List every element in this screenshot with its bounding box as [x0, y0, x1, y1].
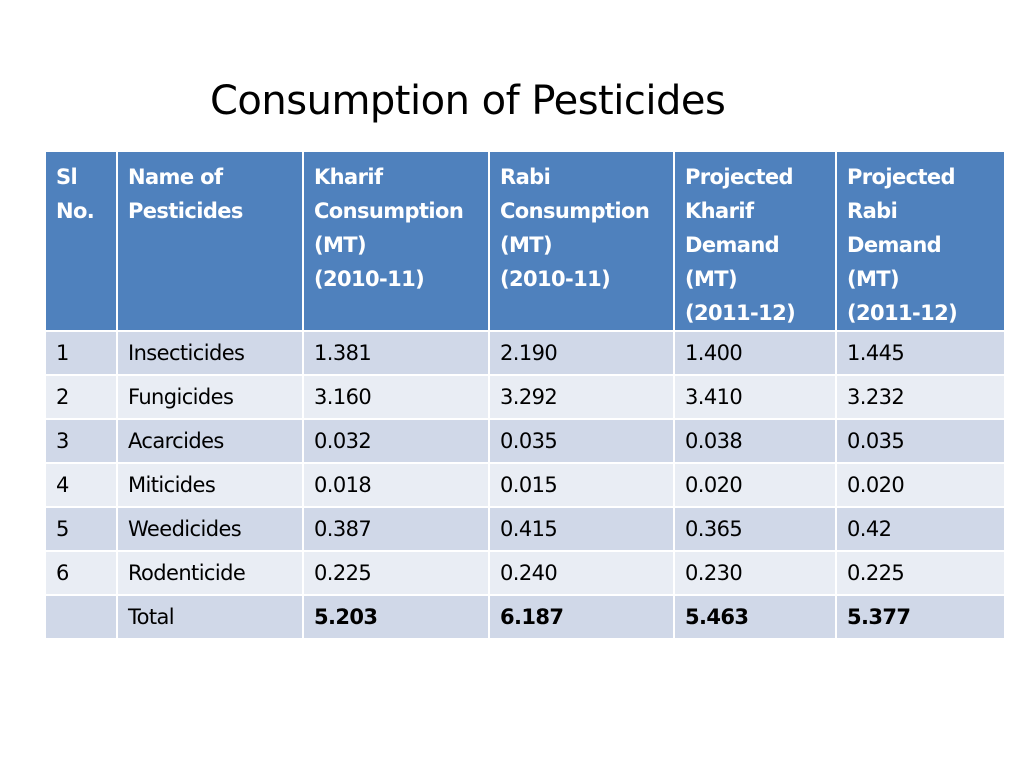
header-line: (MT) [500, 233, 553, 257]
cell-projected-rabi: 3.232 [835, 374, 1006, 420]
header-line: Projected [847, 165, 956, 189]
table-header-row: Sl No. Name of Pesticides Kharif Consump… [44, 150, 1006, 332]
cell-projected-rabi: 0.035 [835, 418, 1006, 464]
header-line: Rabi [500, 165, 551, 189]
header-line: (MT) [685, 267, 738, 291]
cell-kharif-consumption: 0.387 [302, 506, 490, 552]
cell-kharif-consumption: 0.018 [302, 462, 490, 508]
cell-projected-kharif: 0.230 [673, 550, 837, 596]
cell-sl-no: 5 [44, 506, 118, 552]
cell-kharif-consumption-total: 5.203 [302, 594, 490, 640]
header-rabi-consumption: Rabi Consumption (MT) (2010-11) [488, 150, 675, 332]
cell-kharif-consumption: 3.160 [302, 374, 490, 420]
header-line: (2010-11) [314, 267, 425, 291]
cell-sl-no: 2 [44, 374, 118, 420]
cell-projected-rabi-total: 5.377 [835, 594, 1006, 640]
header-line: Sl [56, 165, 78, 189]
cell-projected-kharif: 0.038 [673, 418, 837, 464]
table-row: 2 Fungicides 3.160 3.292 3.410 3.232 [44, 374, 1006, 420]
cell-name: Rodenticide [116, 550, 304, 596]
cell-projected-kharif-total: 5.463 [673, 594, 837, 640]
cell-kharif-consumption: 1.381 [302, 330, 490, 376]
cell-rabi-consumption-total: 6.187 [488, 594, 675, 640]
cell-rabi-consumption: 3.292 [488, 374, 675, 420]
header-line: Consumption [314, 199, 464, 223]
cell-rabi-consumption: 2.190 [488, 330, 675, 376]
cell-kharif-consumption: 0.225 [302, 550, 490, 596]
header-line: Name of [128, 165, 223, 189]
cell-projected-rabi: 0.225 [835, 550, 1006, 596]
cell-rabi-consumption: 0.240 [488, 550, 675, 596]
header-sl-no: Sl No. [44, 150, 118, 332]
cell-kharif-consumption: 0.032 [302, 418, 490, 464]
header-line: (MT) [314, 233, 367, 257]
cell-rabi-consumption: 0.035 [488, 418, 675, 464]
header-kharif-consumption: Kharif Consumption (MT) (2010-11) [302, 150, 490, 332]
cell-name: Miticides [116, 462, 304, 508]
table-row: 5 Weedicides 0.387 0.415 0.365 0.42 [44, 506, 1006, 552]
header-line: Rabi [847, 199, 898, 223]
cell-projected-kharif: 1.400 [673, 330, 837, 376]
cell-projected-rabi: 1.445 [835, 330, 1006, 376]
cell-projected-rabi: 0.42 [835, 506, 1006, 552]
cell-projected-kharif: 0.020 [673, 462, 837, 508]
cell-name: Insecticides [116, 330, 304, 376]
cell-sl-no: 1 [44, 330, 118, 376]
cell-name: Total [116, 594, 304, 640]
pesticides-table: Sl No. Name of Pesticides Kharif Consump… [44, 150, 1006, 640]
cell-projected-rabi: 0.020 [835, 462, 1006, 508]
cell-projected-kharif: 0.365 [673, 506, 837, 552]
table-row: 3 Acarcides 0.032 0.035 0.038 0.035 [44, 418, 1006, 464]
cell-rabi-consumption: 0.415 [488, 506, 675, 552]
header-line: Projected [685, 165, 794, 189]
cell-projected-kharif: 3.410 [673, 374, 837, 420]
cell-name: Weedicides [116, 506, 304, 552]
header-line: No. [56, 199, 95, 223]
header-line: (2011-12) [685, 301, 796, 325]
header-line: Demand [847, 233, 942, 257]
header-projected-kharif: Projected Kharif Demand (MT) (2011-12) [673, 150, 837, 332]
header-line: Consumption [500, 199, 650, 223]
table-total-row: Total 5.203 6.187 5.463 5.377 [44, 594, 1006, 640]
header-line: Demand [685, 233, 780, 257]
header-line: (MT) [847, 267, 900, 291]
cell-name: Fungicides [116, 374, 304, 420]
cell-sl-no: 3 [44, 418, 118, 464]
header-projected-rabi: Projected Rabi Demand (MT) (2011-12) [835, 150, 1006, 332]
header-line: (2010-11) [500, 267, 611, 291]
table-row: 1 Insecticides 1.381 2.190 1.400 1.445 [44, 330, 1006, 376]
header-name: Name of Pesticides [116, 150, 304, 332]
cell-sl-no: 6 [44, 550, 118, 596]
cell-sl-no [44, 594, 118, 640]
cell-sl-no: 4 [44, 462, 118, 508]
header-line: Kharif [685, 199, 754, 223]
cell-rabi-consumption: 0.015 [488, 462, 675, 508]
header-line: Pesticides [128, 199, 243, 223]
page-title: Consumption of Pesticides [210, 78, 726, 124]
table-row: 6 Rodenticide 0.225 0.240 0.230 0.225 [44, 550, 1006, 596]
table-row: 4 Miticides 0.018 0.015 0.020 0.020 [44, 462, 1006, 508]
header-line: (2011-12) [847, 301, 958, 325]
header-line: Kharif [314, 165, 383, 189]
cell-name: Acarcides [116, 418, 304, 464]
